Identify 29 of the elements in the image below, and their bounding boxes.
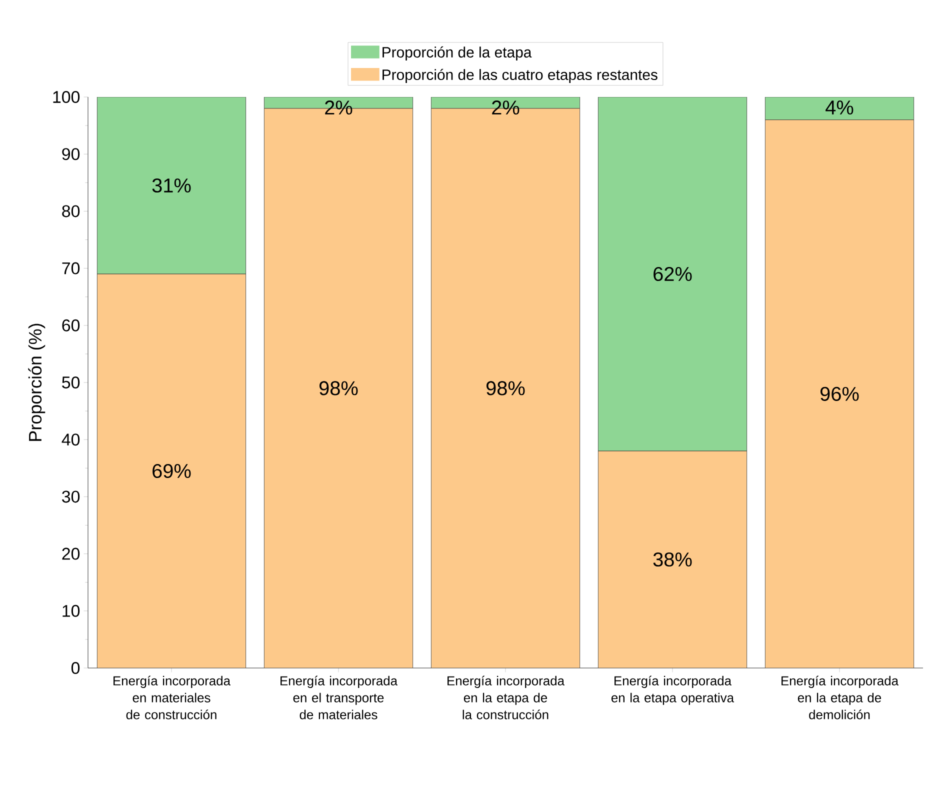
data-label: 62%: [654, 266, 692, 282]
y-tick-label: 10: [62, 604, 80, 617]
legend-label: Proporción de la etapa: [382, 46, 532, 61]
y-tick-label: 0: [71, 662, 80, 674]
data-label: 4%: [826, 100, 854, 114]
y-tick-label: 50: [62, 376, 80, 388]
y-tick-label: 70: [62, 262, 80, 274]
data-label: 31%: [152, 178, 191, 193]
y-tick-label: 80: [62, 205, 80, 218]
data-label: 96%: [820, 386, 859, 401]
y-tick-label: 30: [62, 490, 80, 503]
data-label: 98%: [320, 381, 358, 396]
y-tick-label: 90: [62, 148, 80, 160]
data-label: 38%: [653, 552, 692, 567]
legend-label: Proporción de las cuatro etapas restantes: [382, 68, 658, 83]
x-tick-label: Energía incorporada en la etapa de demolición: [782, 676, 899, 720]
data-label: 2%: [492, 100, 520, 115]
x-tick-label: Energía incorporada en el transporte de materiales: [280, 676, 398, 720]
y-tick-label: 60: [62, 319, 80, 332]
y-tick-label: 40: [62, 434, 80, 446]
y-tick-label: 20: [62, 548, 80, 560]
data-label: 69%: [152, 464, 191, 478]
data-label: 2%: [325, 100, 352, 115]
y-tick-label: 100: [53, 90, 80, 103]
x-tick-label: Energía incorporada en materiales de construcción: [114, 676, 231, 720]
x-tick-label: Energía incorporada en la etapa operativa: [611, 676, 734, 705]
y-axis-title: Proporción (%): [28, 324, 46, 441]
data-label: 98%: [486, 381, 525, 396]
x-tick-label: Energía incorporada en la etapa de la construcción: [448, 676, 565, 720]
